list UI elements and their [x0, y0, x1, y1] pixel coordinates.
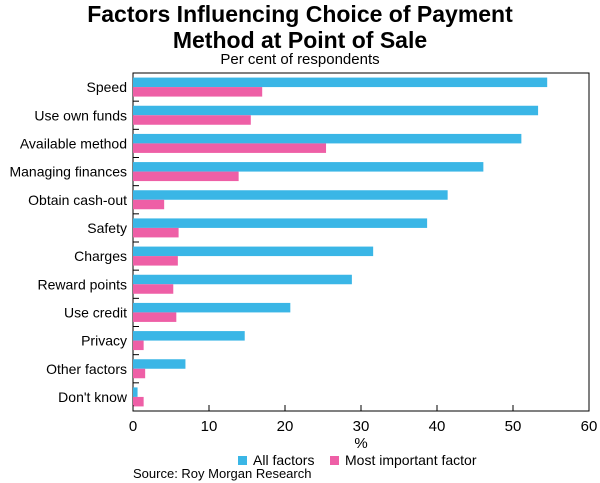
- bar-all-factors: [133, 133, 522, 144]
- bar-most-important: [133, 312, 177, 322]
- bar-all-factors: [133, 162, 484, 172]
- bar-most-important: [133, 396, 144, 407]
- bar-all-factors: [133, 190, 448, 200]
- bar-all-factors: [133, 274, 352, 285]
- chart-title-line-1: Factors Influencing Choice of Payment: [87, 1, 513, 27]
- legend-swatch-most-important: [330, 456, 339, 465]
- bar-most-important: [133, 115, 251, 125]
- legend-label-all-factors: All factors: [253, 452, 315, 468]
- bar-most-important: [133, 227, 179, 238]
- bar-most-important: [133, 256, 178, 266]
- bar-most-important: [133, 143, 327, 153]
- category-label: Speed: [87, 79, 127, 95]
- x-tick-label: 0: [129, 418, 137, 435]
- chart-source: Source: Roy Morgan Research: [133, 466, 312, 481]
- category-label: Available method: [20, 135, 127, 151]
- legend-swatch-all-factors: [238, 456, 247, 465]
- x-tick-label: 30: [353, 418, 370, 435]
- x-tick-label: 50: [505, 418, 522, 435]
- x-tick-label: 10: [201, 418, 218, 435]
- category-label: Use credit: [64, 304, 127, 320]
- category-label: Charges: [74, 248, 127, 264]
- x-axis-label: %: [354, 435, 367, 452]
- bar-most-important: [133, 368, 146, 379]
- bar-all-factors: [133, 218, 428, 228]
- x-tick-label: 40: [429, 418, 446, 435]
- category-label: Managing finances: [9, 164, 127, 180]
- category-label: Privacy: [81, 333, 127, 349]
- bar-all-factors: [133, 387, 138, 397]
- x-tick-label: 60: [581, 418, 598, 435]
- chart-title-line-2: Method at Point of Sale: [172, 27, 428, 53]
- category-label: Safety: [87, 220, 127, 236]
- bar-all-factors: [133, 359, 186, 369]
- chart-subtitle: Per cent of respondents: [220, 51, 380, 68]
- legend-label-most-important: Most important factor: [345, 452, 477, 468]
- bar-most-important: [133, 199, 165, 210]
- bar-most-important: [133, 284, 174, 294]
- category-label: Don't know: [58, 389, 128, 405]
- bar-all-factors: [133, 246, 374, 257]
- category-label: Other factors: [46, 361, 127, 377]
- category-label: Reward points: [38, 276, 128, 292]
- bar-most-important: [133, 87, 263, 97]
- category-label: Use own funds: [34, 107, 127, 123]
- bar-all-factors: [133, 77, 548, 88]
- bar-all-factors: [133, 302, 291, 313]
- bar-all-factors: [133, 331, 245, 341]
- bar-most-important: [133, 171, 239, 182]
- x-tick-label: 20: [277, 418, 294, 435]
- bar-most-important: [133, 340, 144, 351]
- bar-all-factors: [133, 105, 539, 116]
- category-label: Obtain cash-out: [28, 192, 127, 208]
